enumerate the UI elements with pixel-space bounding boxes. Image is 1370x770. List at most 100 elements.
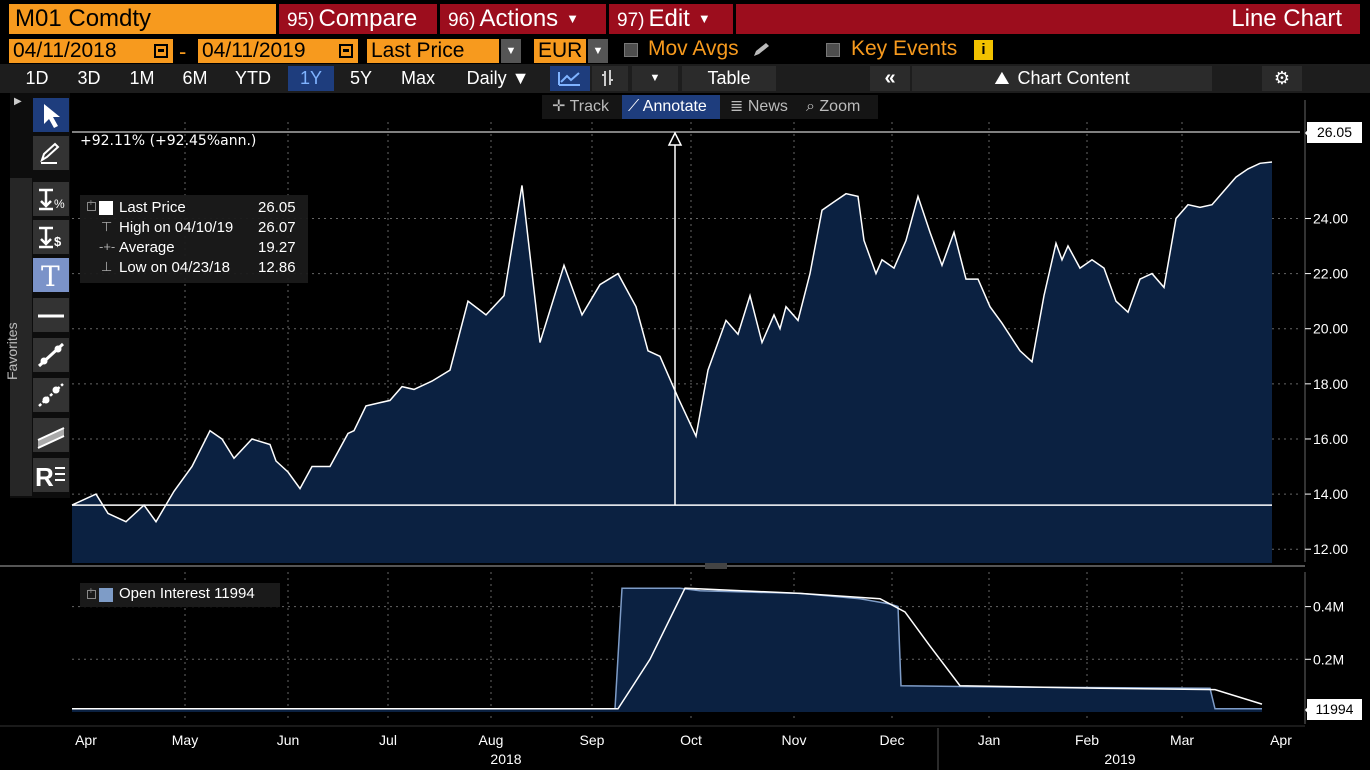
table-button[interactable]: Table [682, 66, 776, 91]
y-tick-label: 18.00 [1313, 376, 1348, 392]
line-chart-type-button[interactable] [550, 66, 590, 91]
expand-arrow-icon[interactable]: ▶ [14, 96, 22, 107]
cursor-arrow-icon [44, 104, 60, 128]
x-tick-label: Apr [75, 732, 97, 748]
period-1y[interactable]: 1Y [288, 66, 334, 91]
price-measure-button[interactable]: $ [33, 220, 69, 254]
y-tick-label: 12.00 [1313, 541, 1348, 557]
oi-y-tick-label: 0.2M [1313, 651, 1344, 667]
price-legend[interactable] [80, 195, 308, 283]
legend-label-last: Last Price [119, 199, 186, 216]
chevron-down-icon[interactable]: ▼ [588, 39, 608, 63]
svg-text:$: $ [54, 234, 62, 249]
svg-text:%: % [54, 197, 65, 211]
price-y-axis: 12.00 14.00 16.00 18.00 20.00 22.00 24.00 [1304, 100, 1348, 562]
horizontal-line-button[interactable] [33, 298, 69, 332]
legend-collapse-icon[interactable] [87, 586, 96, 599]
edit-menu[interactable]: 97) Edit ▼ [609, 4, 733, 34]
chevron-down-icon[interactable]: ▼ [501, 39, 521, 63]
trendline-button[interactable] [33, 338, 69, 372]
end-date-field[interactable]: 04/11/2019 [198, 39, 358, 63]
open-interest-legend-text: Open Interest 11994 [119, 585, 255, 602]
legend-value-average: 19.27 [258, 239, 296, 256]
favorites-strip[interactable] [10, 178, 32, 496]
track-button[interactable]: ✛ Track [552, 98, 609, 115]
x-tick-label: Mar [1170, 732, 1194, 748]
svg-text:R: R [35, 462, 54, 492]
x-tick-label: Sep [580, 732, 605, 748]
percent-measure-button[interactable]: % [33, 182, 69, 216]
legend-value-low: 12.86 [258, 259, 296, 276]
calendar-icon[interactable] [154, 44, 168, 58]
horizontal-line-icon [38, 314, 64, 318]
text-tool-button[interactable]: T [33, 258, 69, 292]
start-date-field[interactable]: 04/11/2018 [9, 39, 173, 63]
key-events-label[interactable]: Key Events [851, 37, 958, 60]
news-button[interactable]: ≣ News [730, 98, 788, 115]
regression-button[interactable]: R [33, 458, 69, 492]
annotation-arrow-head [667, 131, 683, 146]
open-interest-line [72, 587, 1262, 710]
extended-line-button[interactable] [33, 378, 69, 412]
low-marker-icon: ⊥ [101, 259, 113, 274]
x-tick-label: Feb [1075, 732, 1099, 748]
info-icon[interactable]: i [974, 40, 993, 60]
price-line [71, 161, 1273, 524]
mov-avgs-checkbox[interactable] [624, 43, 638, 57]
average-marker-icon: -+- [99, 239, 116, 254]
chart-content-button[interactable]: ⛰ Chart Content [912, 66, 1212, 91]
collapse-panel-icon[interactable]: « [870, 66, 910, 91]
pen-tool-button[interactable] [33, 136, 69, 170]
annotate-button[interactable]: ⟋ Annotate [622, 95, 720, 119]
period-1m[interactable]: 1M [129, 68, 155, 88]
actions-menu[interactable]: 96) Actions ▼ [440, 4, 606, 34]
pencil-icon[interactable] [752, 42, 772, 58]
legend-value-last: 26.05 [258, 199, 296, 216]
bar-chart-type-button[interactable] [592, 66, 628, 91]
mov-avgs-label[interactable]: Mov Avgs [648, 37, 739, 60]
compare-button[interactable]: 95) Compare [279, 4, 437, 34]
field-selector[interactable]: Last Price [367, 39, 499, 63]
x-tick-label: Aug [479, 732, 504, 748]
ticker-field[interactable]: M01 Comdty [9, 4, 276, 34]
open-interest-legend[interactable] [80, 583, 280, 607]
period-3d[interactable]: 3D [77, 68, 101, 88]
legend-collapse-icon[interactable] [87, 198, 96, 211]
price-measure-icon: $ [39, 226, 62, 249]
zoom-button[interactable]: ⌕ Zoom [806, 98, 861, 115]
command-bar: M01 Comdty 95) Compare 96) Actions ▼ 97) Edi… [0, 0, 1370, 36]
period-max[interactable]: Max [400, 68, 435, 88]
calendar-icon[interactable] [339, 44, 353, 58]
year-label: 2019 [1104, 751, 1135, 767]
extended-line-icon [38, 383, 64, 407]
last-price-tag: 26.05 [1307, 122, 1362, 143]
regression-icon: R [35, 462, 65, 492]
performance-annotation[interactable]: +92.11% (+92.45%ann.) [80, 133, 257, 149]
currency-selector[interactable]: EUR [534, 39, 586, 63]
open-interest-tag: 11994 [1307, 699, 1362, 720]
magnifier-icon: ⌕ [806, 98, 820, 115]
open-interest-y-axis: 0.2M 0.4M [1304, 572, 1344, 724]
gear-icon[interactable]: ⚙ [1262, 66, 1302, 91]
frequency-selector[interactable]: Daily ▼ [466, 68, 530, 88]
period-6m[interactable]: 6M [182, 68, 208, 88]
price-area-fill [72, 162, 1272, 563]
legend-label-low: Low on 04/23/18 [119, 259, 230, 276]
x-tick-label: Jul [379, 732, 397, 748]
period-ytd[interactable]: YTD [235, 68, 271, 88]
select-cursor-button[interactable] [33, 98, 69, 132]
chart-type-dropdown[interactable]: ▼ [632, 66, 678, 91]
key-events-checkbox[interactable] [826, 43, 840, 57]
ohlc-bars-icon [602, 70, 613, 86]
period-1d[interactable]: 1D [25, 68, 49, 88]
y-tick-label: 20.00 [1313, 321, 1348, 337]
pane-resize-handle[interactable] [705, 563, 727, 569]
chart-content-icon: ⛰ [994, 68, 1010, 88]
channel-button[interactable] [33, 418, 69, 452]
news-icon: ≣ [730, 98, 748, 115]
open-interest-average-line [72, 587, 1263, 710]
period-5y[interactable]: 5Y [349, 68, 373, 88]
year-label: 2018 [490, 751, 521, 767]
text-tool-icon: T [41, 260, 60, 292]
